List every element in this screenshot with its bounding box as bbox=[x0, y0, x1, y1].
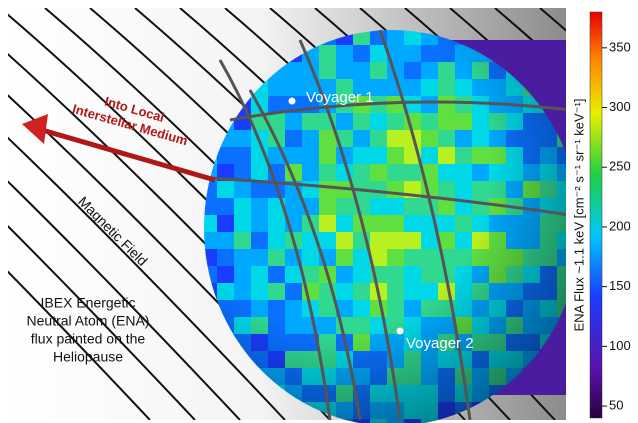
wire bbox=[209, 176, 566, 216]
caption-line: flux painted on the bbox=[31, 331, 146, 347]
voyager-1-label: Voyager 1 bbox=[306, 89, 374, 106]
arrow-head bbox=[22, 114, 48, 144]
colorbar-label: ENA Flux ~1.1 keV [cm⁻² s⁻¹ sr⁻¹ keV⁻¹] bbox=[571, 99, 586, 332]
wire bbox=[248, 89, 362, 420]
wire bbox=[378, 29, 472, 420]
colorbar-tick-label: 50 bbox=[609, 397, 623, 412]
voyager-2-label: Voyager 2 bbox=[406, 335, 474, 352]
colorbar-ticks: 50 100 150 200 250 300 350 bbox=[602, 39, 631, 412]
field-line bbox=[8, 270, 151, 420]
wire bbox=[229, 100, 566, 122]
field-line bbox=[8, 224, 196, 420]
colorbar-tick-label: 300 bbox=[609, 99, 631, 114]
voyager-1-dot bbox=[288, 97, 296, 105]
sphere-shade bbox=[204, 30, 580, 423]
caption-line: Neutral Atom (ENA) bbox=[27, 313, 150, 329]
colorbar-tick-label: 350 bbox=[609, 39, 631, 54]
caption: IBEX Energetic Neutral Atom (ENA) flux p… bbox=[27, 295, 150, 365]
voyager-2-dot bbox=[396, 327, 404, 335]
colorbar-tick-label: 250 bbox=[609, 159, 631, 174]
colorbar-tick-label: 150 bbox=[609, 278, 631, 293]
colorbar-tick-label: 200 bbox=[609, 218, 631, 233]
arrow-shaft bbox=[41, 127, 216, 183]
field-line bbox=[8, 180, 241, 420]
caption-line: IBEX Energetic bbox=[41, 295, 136, 311]
colorbar-tick-label: 100 bbox=[609, 338, 631, 353]
field-line bbox=[8, 136, 286, 420]
wire bbox=[298, 39, 402, 420]
colorbar bbox=[589, 11, 603, 419]
wire-lines bbox=[209, 29, 566, 420]
caption-line: Heliopause bbox=[53, 349, 123, 365]
wire bbox=[218, 59, 332, 420]
